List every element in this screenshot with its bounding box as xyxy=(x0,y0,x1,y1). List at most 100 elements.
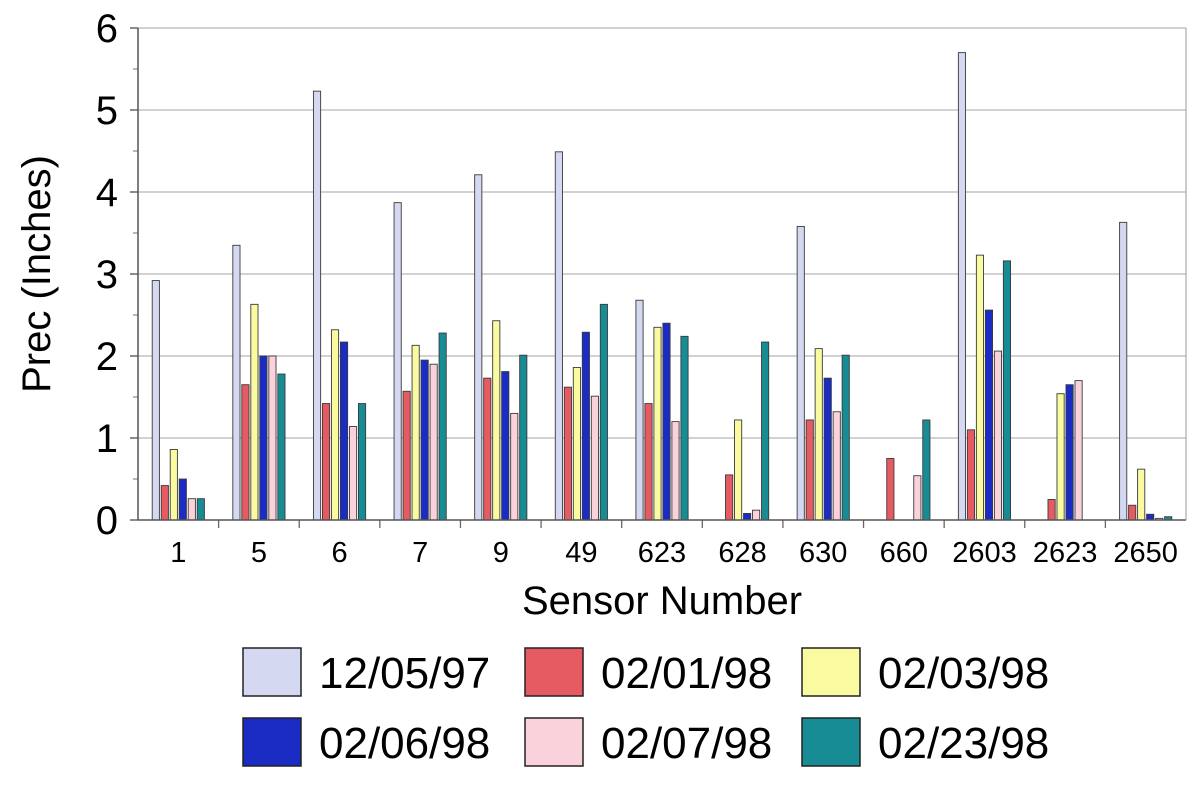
legend-swatch-02-07-98 xyxy=(524,717,584,767)
bar-02-03-98-sensor-7 xyxy=(411,344,420,521)
bar-02-01-98-sensor-1 xyxy=(160,485,169,521)
bar-12-05-97-sensor-9 xyxy=(474,174,483,521)
legend-label-02-01-98: 02/01/98 xyxy=(601,649,772,698)
x-tick-label: 660 xyxy=(880,537,928,569)
y-tick-label: 5 xyxy=(96,89,118,133)
bar-02-07-98-sensor-5 xyxy=(268,355,277,521)
y-axis-ticks: 0 1 2 3 4 5 6 xyxy=(96,7,118,543)
legend-swatch-12-05-97 xyxy=(242,647,302,697)
bar-02-23-98-sensor-7 xyxy=(438,332,447,521)
bar-02-01-98-sensor-2623 xyxy=(1047,499,1056,521)
legend: 12/05/97 02/01/98 02/03/98 02/06/98 02/07/98… xyxy=(242,647,1049,768)
bar-02-03-98-sensor-630 xyxy=(814,348,823,521)
bar-02-23-98-sensor-1 xyxy=(196,498,205,521)
bar-02-03-98-sensor-5 xyxy=(250,303,259,521)
bar-02-03-98-sensor-49 xyxy=(572,367,581,521)
legend-label-12-05-97: 12/05/97 xyxy=(319,649,490,698)
bars xyxy=(151,52,1173,521)
y-tick-label: 2 xyxy=(96,335,118,379)
bar-02-23-98-sensor-660 xyxy=(922,419,931,521)
bar-02-07-98-sensor-7 xyxy=(429,363,438,521)
legend-swatch-02-23-98 xyxy=(801,717,861,767)
bar-02-06-98-sensor-9 xyxy=(501,371,510,521)
x-axis-title: Sensor Number xyxy=(522,579,802,623)
bar-02-06-98-sensor-628 xyxy=(743,512,752,521)
x-tick-label: 623 xyxy=(638,537,686,569)
bar-12-05-97-sensor-2603 xyxy=(957,52,967,521)
bar-02-06-98-sensor-5 xyxy=(259,355,268,521)
plot-frame xyxy=(130,27,1187,528)
x-tick-label: 6 xyxy=(331,537,347,569)
bar-02-01-98-sensor-2650 xyxy=(1128,504,1137,521)
bar-02-01-98-sensor-630 xyxy=(805,419,814,521)
bar-02-07-98-sensor-660 xyxy=(913,475,922,521)
bar-02-07-98-sensor-623 xyxy=(671,421,680,521)
gridlines xyxy=(138,27,1186,439)
bar-02-01-98-sensor-623 xyxy=(644,403,653,521)
legend-label-02-03-98: 02/03/98 xyxy=(878,649,1049,698)
x-tick-label: 630 xyxy=(799,537,847,569)
bar-02-03-98-sensor-6 xyxy=(330,329,340,521)
bar-02-06-98-sensor-2650 xyxy=(1146,513,1155,521)
x-tick-label: 2623 xyxy=(1033,537,1098,569)
bar-02-06-98-sensor-623 xyxy=(662,322,671,521)
bar-02-23-98-sensor-2603 xyxy=(1002,260,1012,521)
bar-02-23-98-sensor-49 xyxy=(599,303,608,521)
x-tick-label: 5 xyxy=(251,537,267,569)
bar-12-05-97-sensor-623 xyxy=(635,299,644,521)
bar-02-03-98-sensor-628 xyxy=(734,419,743,521)
legend-swatch-02-03-98 xyxy=(801,647,861,697)
bar-02-23-98-sensor-630 xyxy=(841,354,850,521)
y-tick-label: 3 xyxy=(96,253,118,297)
bar-02-07-98-sensor-6 xyxy=(348,426,358,521)
bar-12-05-97-sensor-630 xyxy=(796,225,805,521)
bar-12-05-97-sensor-6 xyxy=(312,90,322,521)
bar-02-03-98-sensor-623 xyxy=(653,326,662,521)
bar-02-01-98-sensor-7 xyxy=(402,390,411,521)
bar-02-01-98-sensor-628 xyxy=(725,474,734,521)
x-tick-label: 1 xyxy=(170,537,186,569)
bar-02-03-98-sensor-2650 xyxy=(1137,468,1146,521)
bar-02-01-98-sensor-6 xyxy=(321,403,331,521)
bar-12-05-97-sensor-5 xyxy=(232,244,241,521)
bar-02-01-98-sensor-9 xyxy=(483,377,492,521)
bar-02-06-98-sensor-2603 xyxy=(984,309,994,521)
bar-02-07-98-sensor-1 xyxy=(187,498,196,521)
bar-02-07-98-sensor-628 xyxy=(752,509,761,521)
x-tick-label: 2603 xyxy=(952,537,1017,569)
bar-02-06-98-sensor-7 xyxy=(420,359,429,521)
legend-label-02-06-98: 02/06/98 xyxy=(319,719,490,768)
bar-02-06-98-sensor-2623 xyxy=(1065,384,1074,521)
bar-02-01-98-sensor-49 xyxy=(563,386,572,521)
bar-02-03-98-sensor-9 xyxy=(492,320,501,521)
bar-02-06-98-sensor-1 xyxy=(178,478,187,521)
bar-02-07-98-sensor-9 xyxy=(510,412,519,521)
bar-02-01-98-sensor-2603 xyxy=(966,429,976,521)
y-tick-label: 6 xyxy=(96,7,118,51)
bar-02-23-98-sensor-628 xyxy=(761,341,770,521)
bar-02-23-98-sensor-623 xyxy=(680,335,689,521)
y-axis-title: Prec (Inches) xyxy=(15,155,59,393)
bar-02-07-98-sensor-49 xyxy=(590,395,599,521)
bar-12-05-97-sensor-2650 xyxy=(1119,221,1128,521)
bar-02-06-98-sensor-6 xyxy=(339,341,349,521)
y-tick-label: 1 xyxy=(96,417,118,461)
y-tick-label: 0 xyxy=(96,499,118,543)
bar-02-03-98-sensor-1 xyxy=(169,449,178,521)
bar-12-05-97-sensor-7 xyxy=(393,202,402,521)
bar-02-06-98-sensor-49 xyxy=(581,331,590,521)
y-tick-label: 4 xyxy=(96,171,118,215)
legend-label-02-23-98: 02/23/98 xyxy=(878,719,1049,768)
x-axis-ticks: 1 5 6 7 9 49 623 628 630 660 2603 2623 2650 xyxy=(170,537,1178,569)
bar-02-07-98-sensor-630 xyxy=(832,411,841,521)
bar-02-07-98-sensor-2603 xyxy=(993,350,1003,521)
bar-02-03-98-sensor-2623 xyxy=(1056,393,1065,521)
bar-02-23-98-sensor-6 xyxy=(357,403,367,521)
bar-02-07-98-sensor-2623 xyxy=(1074,380,1083,521)
bar-02-23-98-sensor-5 xyxy=(277,373,286,521)
bar-02-03-98-sensor-2603 xyxy=(975,254,985,521)
legend-label-02-07-98: 02/07/98 xyxy=(601,719,772,768)
x-tick-label: 2650 xyxy=(1113,537,1178,569)
